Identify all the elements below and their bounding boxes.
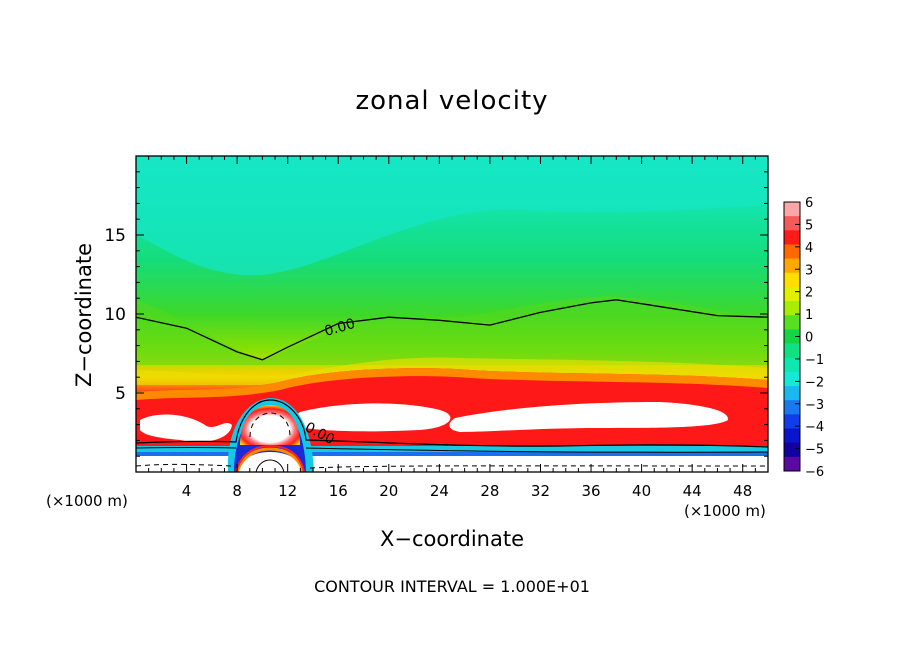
- colorbar-segment: [784, 357, 800, 373]
- colorbar-segment: [784, 272, 800, 288]
- x-tick-label: 32: [531, 482, 550, 500]
- y-tick-label: 15: [104, 226, 126, 246]
- y-tick-label: 5: [115, 384, 126, 404]
- colorbar-tick-label: 2: [805, 286, 813, 301]
- colorbar-tick-label: −6: [805, 465, 824, 480]
- dashed-contour-line: [136, 463, 768, 469]
- x-tick-label: 36: [581, 482, 600, 500]
- x-tick-label: 20: [379, 482, 398, 500]
- colorbar-segment: [784, 414, 800, 429]
- colorbar-tick-label: −3: [805, 398, 824, 413]
- colorbar-segment: [784, 286, 800, 302]
- contour-line: [136, 399, 768, 448]
- colorbar-segment: [784, 202, 800, 217]
- x-axis-ticks: 4 8 12 16 20 24 28 32 36 40 44 48: [148, 156, 756, 500]
- colorbar-segment: [784, 371, 800, 387]
- colorbar-tick-label: 3: [805, 263, 813, 278]
- colorbar-segment: [784, 315, 800, 330]
- colorbar-segment: [784, 442, 800, 458]
- colorbar-segment: [784, 428, 800, 443]
- colorbar-segment: [784, 400, 800, 415]
- x-tick-label: 8: [232, 482, 242, 500]
- y-axis-ticks: 5 10 15: [104, 171, 768, 457]
- dashed-contour-line: [249, 412, 291, 438]
- chart-title: zonal velocity: [355, 86, 549, 116]
- x-tick-label: 16: [329, 482, 348, 500]
- x-axis-label: X−coordinate: [380, 527, 524, 551]
- colorbar: 6 5 4 3 2 1 0 −1 −2 −3 −4 −5 −6: [783, 196, 824, 480]
- x-tick-label: 48: [733, 482, 752, 500]
- colorbar-segment: [784, 244, 800, 259]
- colorbar-segment: [784, 301, 800, 316]
- contour-line: [255, 459, 285, 472]
- x-tick-label: 44: [683, 482, 702, 500]
- x-axis-unit-left: (×1000 m): [46, 492, 128, 510]
- colorbar-segment: [784, 329, 800, 344]
- colorbar-tick-label: 4: [805, 241, 813, 256]
- colorbar-tick-label: −4: [805, 420, 824, 435]
- colorbar-tick-label: 1: [805, 308, 813, 323]
- colorbar-tick-label: 5: [805, 218, 813, 233]
- x-axis-unit-right: (×1000 m): [684, 502, 766, 520]
- contour-line: [136, 447, 768, 453]
- colorbar-tick-label: 0: [805, 331, 813, 346]
- contour-lines: [136, 299, 768, 472]
- x-tick-label: 28: [480, 482, 499, 500]
- contour-interval-note: CONTOUR INTERVAL = 1.000E+01: [314, 577, 590, 596]
- colorbar-segment: [784, 258, 800, 274]
- colorbar-segment: [784, 230, 800, 245]
- y-tick-label: 10: [104, 305, 126, 325]
- x-tick-label: 40: [632, 482, 651, 500]
- colorbar-segment: [784, 386, 800, 401]
- zero-contour-line: [136, 299, 768, 361]
- x-tick-label: 4: [182, 482, 192, 500]
- velocity-field: [136, 156, 768, 472]
- colorbar-segment: [784, 456, 800, 472]
- colorbar-tick-label: 6: [805, 196, 813, 211]
- x-tick-label: 24: [430, 482, 449, 500]
- x-tick-label: 12: [278, 482, 297, 500]
- colorbar-tick-label: −1: [805, 353, 824, 368]
- colorbar-segment: [784, 216, 800, 231]
- colorbar-tick-label: −5: [805, 443, 824, 458]
- colorbar-tick-label: −2: [805, 375, 824, 390]
- colorbar-segment: [784, 343, 800, 359]
